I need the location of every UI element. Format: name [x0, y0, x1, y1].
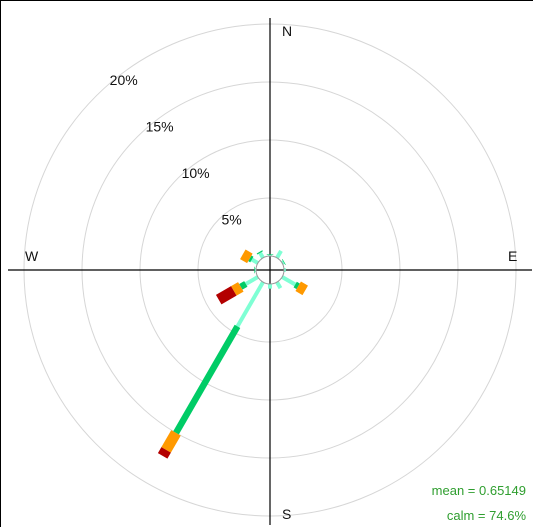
petal-120-bin1 [293, 281, 300, 290]
ring-label-10: 10% [182, 165, 210, 181]
ring-label-15: 15% [146, 119, 174, 135]
dir-label-e: E [508, 248, 517, 264]
dir-label-s: S [282, 506, 291, 522]
mean-stat: mean = 0.65149 [432, 483, 526, 498]
dir-label-n: N [282, 23, 292, 39]
petal-300-bin0 [250, 257, 259, 265]
dir-label-w: W [25, 248, 39, 264]
petal-240-bin2 [231, 282, 244, 296]
petal-210-bin2 [161, 430, 181, 453]
petal-120-bin0 [281, 275, 297, 287]
compass-axes [8, 18, 532, 525]
calm-circle [255, 255, 285, 285]
petal-300-bin2 [240, 249, 253, 264]
petal-330-bin0 [258, 251, 265, 259]
petal-210-bin3 [157, 447, 171, 459]
petal-240-bin1 [239, 281, 248, 290]
petal-210-bin0 [235, 281, 265, 328]
petal-120-bin2 [295, 281, 308, 296]
petal-240-bin0 [244, 275, 259, 286]
ring-labels: 5% 10% 15% 20% [110, 72, 242, 227]
petal-330-bin1 [256, 250, 263, 255]
petal-30-bin0 [275, 249, 283, 259]
calm-stat: calm = 74.6% [447, 508, 527, 523]
ring-label-5: 5% [221, 211, 241, 227]
petal-150-bin0 [275, 281, 283, 290]
petal-210-bin1 [173, 324, 241, 435]
petal-240-bin3 [215, 286, 237, 305]
ring-label-20: 20% [110, 72, 138, 88]
petal-300-bin1 [248, 255, 254, 263]
